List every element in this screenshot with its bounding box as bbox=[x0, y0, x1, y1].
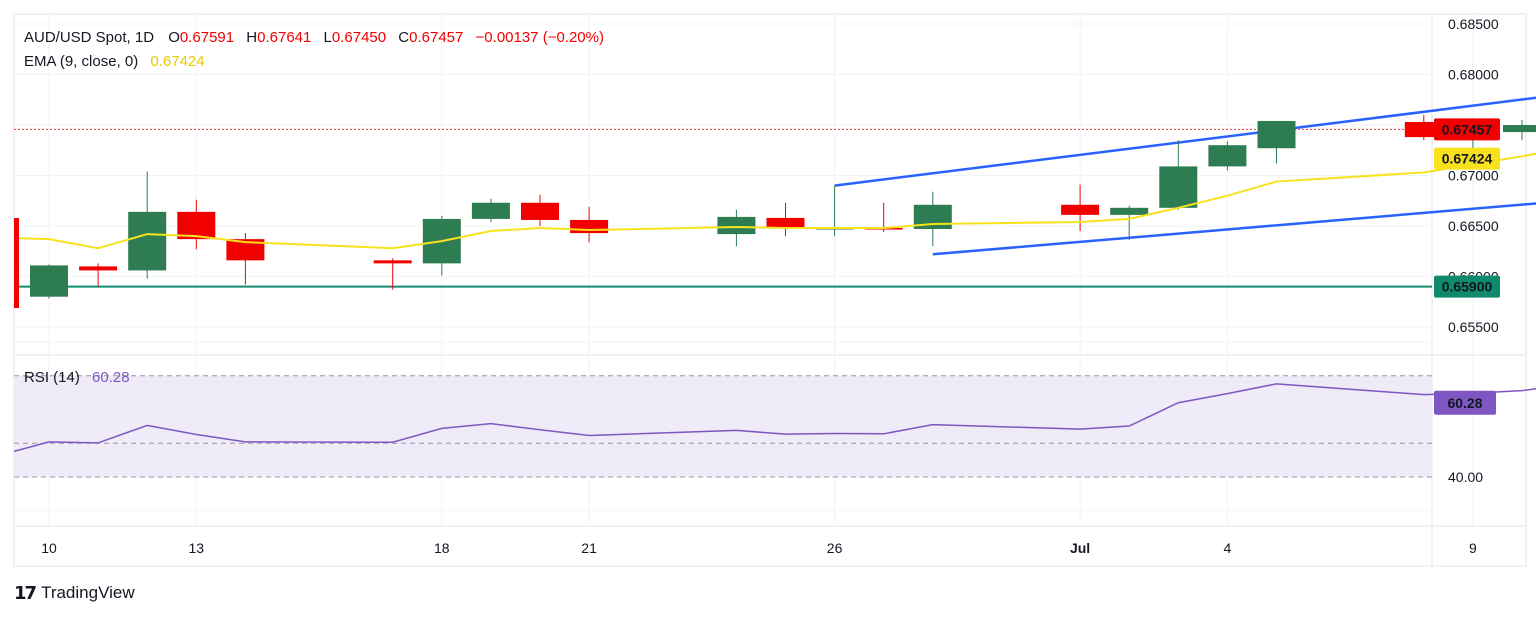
candle bbox=[1208, 141, 1247, 171]
candle bbox=[1159, 140, 1198, 210]
candle bbox=[1503, 119, 1536, 141]
rsi-axis: 40.00 bbox=[1448, 469, 1483, 485]
candle-body bbox=[1159, 166, 1198, 208]
time-tick-label: 9 bbox=[1469, 540, 1477, 556]
ema-line bbox=[13, 152, 1536, 250]
close-value: 0.67457 bbox=[409, 29, 463, 46]
price-tick-label: 0.68000 bbox=[1448, 67, 1499, 83]
candle bbox=[1061, 184, 1100, 232]
rsi-band bbox=[14, 375, 1432, 477]
candle-body bbox=[1404, 121, 1443, 138]
partial-candle bbox=[14, 218, 19, 308]
candle-body bbox=[1208, 145, 1247, 167]
rsi-label: RSI (14) bbox=[24, 369, 80, 386]
rsi-line bbox=[13, 383, 1536, 453]
candle bbox=[913, 191, 952, 247]
price-tick-label: 0.67000 bbox=[1448, 168, 1499, 184]
candle bbox=[30, 264, 68, 299]
candle bbox=[521, 194, 559, 226]
rsi-legend-value: 60.28 bbox=[92, 369, 130, 386]
price-tick-label: 0.68500 bbox=[1448, 16, 1499, 32]
time-tick-label: 13 bbox=[189, 540, 205, 556]
candle bbox=[766, 202, 805, 237]
support-price-tag-text: 0.65900 bbox=[1442, 279, 1493, 295]
candle-body bbox=[1110, 207, 1149, 215]
price-tick-label: 0.66500 bbox=[1448, 218, 1499, 234]
candle-body bbox=[1257, 120, 1296, 149]
ema-price-tag-text: 0.67424 bbox=[1442, 151, 1493, 167]
time-tick-label: Jul bbox=[1070, 540, 1090, 556]
candle-body bbox=[570, 219, 609, 234]
open-value: 0.67591 bbox=[180, 29, 234, 46]
tradingview-logo[interactable]: 17 TradingView bbox=[14, 582, 135, 604]
high-value: 0.67641 bbox=[257, 29, 311, 46]
candle bbox=[570, 206, 609, 243]
candle-body bbox=[226, 239, 265, 261]
candle-body bbox=[79, 266, 118, 271]
high-label: H bbox=[246, 29, 257, 46]
ema-value: 0.67424 bbox=[150, 53, 204, 70]
price-tick-label: 0.65500 bbox=[1448, 319, 1499, 335]
ema-label: EMA (9, close, 0) bbox=[24, 53, 138, 70]
low-label: L bbox=[324, 29, 332, 46]
candle-body bbox=[30, 265, 68, 297]
candle bbox=[1404, 114, 1443, 141]
candle bbox=[177, 199, 216, 250]
tradingview-logo-icon: 17 bbox=[14, 582, 37, 604]
rsi-value-tag-text: 60.28 bbox=[1447, 395, 1482, 411]
candle-body bbox=[766, 217, 805, 229]
time-tick-label: 4 bbox=[1224, 540, 1232, 556]
support-price-tag: 0.65900 bbox=[1434, 275, 1500, 298]
low-value: 0.67450 bbox=[332, 29, 386, 46]
time-tick-label: 10 bbox=[41, 540, 57, 556]
rsi-value-tag: 60.28 bbox=[1434, 390, 1496, 415]
last-price-tag-text: 0.67457 bbox=[1442, 121, 1493, 137]
candle bbox=[1257, 120, 1296, 164]
candle-body bbox=[1061, 204, 1100, 215]
open-label: O bbox=[168, 29, 180, 46]
candle bbox=[717, 209, 756, 247]
time-tick-label: 26 bbox=[827, 540, 843, 556]
legend-ohlc: AUD/USD Spot, 1D O0.67591 H0.67641 L0.67… bbox=[24, 29, 604, 46]
close-label: C bbox=[398, 29, 409, 46]
candle-body bbox=[471, 202, 510, 219]
time-tick-label: 18 bbox=[434, 540, 450, 556]
candle-body bbox=[1503, 125, 1536, 133]
channel-lower-line[interactable] bbox=[932, 167, 1536, 256]
symbol-label: AUD/USD Spot, 1D bbox=[24, 29, 154, 46]
candle-body bbox=[717, 216, 756, 235]
candle bbox=[471, 198, 510, 222]
legend-ema: EMA (9, close, 0) 0.67424 bbox=[24, 53, 205, 70]
candle bbox=[422, 215, 461, 276]
candle-body bbox=[128, 211, 167, 271]
rsi-tick-label: 40.00 bbox=[1448, 469, 1483, 485]
time-tick-label: 21 bbox=[581, 540, 597, 556]
candle bbox=[79, 263, 118, 287]
candle-body bbox=[373, 260, 412, 264]
channel-upper-line[interactable] bbox=[834, 44, 1536, 187]
candle-body bbox=[521, 202, 559, 220]
time-axis: 1013182126Jul491217 bbox=[41, 540, 1477, 556]
candle bbox=[373, 258, 412, 290]
last-price-tag: 0.67457 bbox=[1434, 118, 1500, 141]
candles-group bbox=[30, 114, 1536, 299]
legend-rsi: RSI (14) 60.28 bbox=[24, 369, 130, 386]
candle bbox=[128, 171, 167, 279]
change-value: −0.00137 (−0.20%) bbox=[476, 29, 604, 46]
ema-price-tag: 0.67424 bbox=[1434, 147, 1500, 170]
candle bbox=[1110, 205, 1149, 241]
tradingview-logo-text: TradingView bbox=[41, 583, 135, 602]
